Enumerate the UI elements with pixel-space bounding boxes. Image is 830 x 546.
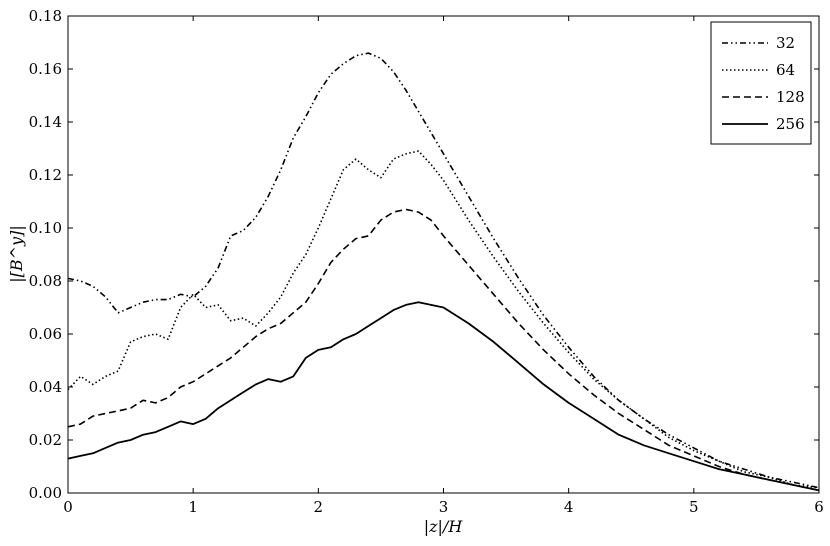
y-tick-label: 0.10 [29,219,62,237]
x-tick-label: 2 [314,498,324,516]
y-tick-label: 0.08 [29,272,62,290]
y-tick-label: 0.02 [29,431,62,449]
series-line-256 [67,301,820,492]
x-tick-label: 5 [689,498,699,516]
x-tick-label: 1 [188,498,198,516]
y-tick-label: 0.06 [29,325,62,343]
y-tick-label: 0.04 [29,378,62,396]
y-tick-label: 0.12 [29,166,62,184]
y-tick-label: 0.00 [29,484,62,502]
series-line-128 [67,208,820,492]
series-line-64 [67,150,820,489]
y-axis-label: |[B^y]| [7,225,26,282]
y-tick-label: 0.14 [29,113,62,131]
x-tick-label: 0 [63,498,73,516]
axis-ticks [67,15,820,494]
legend-label-256: 256 [776,115,805,133]
x-tick-label: 3 [439,498,449,516]
legend: 32 64 128 256 [710,21,812,145]
x-axis-label: |z|/H [424,517,464,536]
series-line-32 [67,52,820,489]
legend-label-32: 32 [776,34,795,52]
tick-labels: 0 1 2 3 4 5 6 0.00 0.02 0.04 0.06 0.08 0.10 0.12 0.14 0… [29,7,824,516]
y-tick-label: 0.18 [29,7,62,25]
legend-label-128: 128 [776,88,805,106]
legend-label-64: 64 [776,61,795,79]
plot-lines [67,52,820,492]
x-tick-label: 6 [814,498,824,516]
x-tick-label: 4 [564,498,574,516]
y-tick-label: 0.16 [29,60,62,78]
